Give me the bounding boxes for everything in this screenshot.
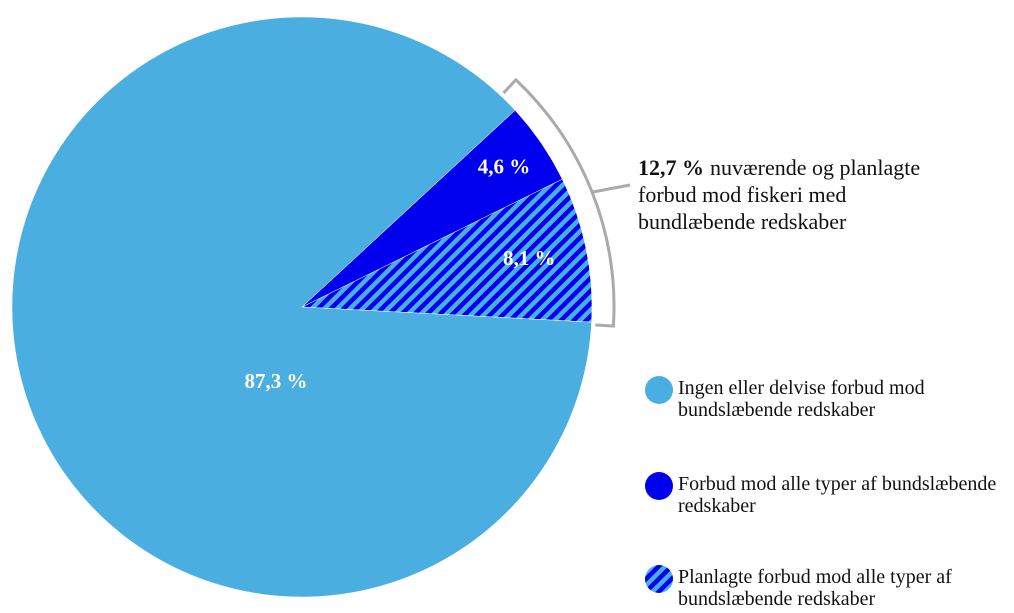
legend-marker: [645, 565, 673, 593]
annotation-line: nuværende og planlagte: [710, 155, 920, 180]
annotation-line: forbud mod fiskeri med: [638, 182, 846, 207]
data-label: 4,6 %: [478, 154, 531, 178]
data-label: 87,3 %: [245, 369, 308, 393]
pie-slice: [11, 16, 592, 598]
legend-label: Planlagte forbud mod alle typer af bunds…: [678, 566, 952, 610]
legend-label: Forbud mod alle typer af bundslæbende re…: [678, 473, 997, 517]
legend-marker: [645, 472, 673, 500]
pie-slice: [301, 178, 593, 323]
annotation-line: bundlæbende redskaber: [638, 209, 847, 234]
annotation-value: 12,7 %: [638, 155, 704, 180]
data-label: 8,1 %: [503, 246, 556, 270]
bracket: [502, 77, 616, 328]
bracket-pointer: [591, 183, 631, 194]
annotation: 12,7 % nuværende og planlagte forbud mod f…: [638, 155, 920, 234]
legend-label: Ingen eller delvise forbud mod bundslæbe…: [678, 377, 925, 421]
legend-marker: [645, 376, 673, 404]
